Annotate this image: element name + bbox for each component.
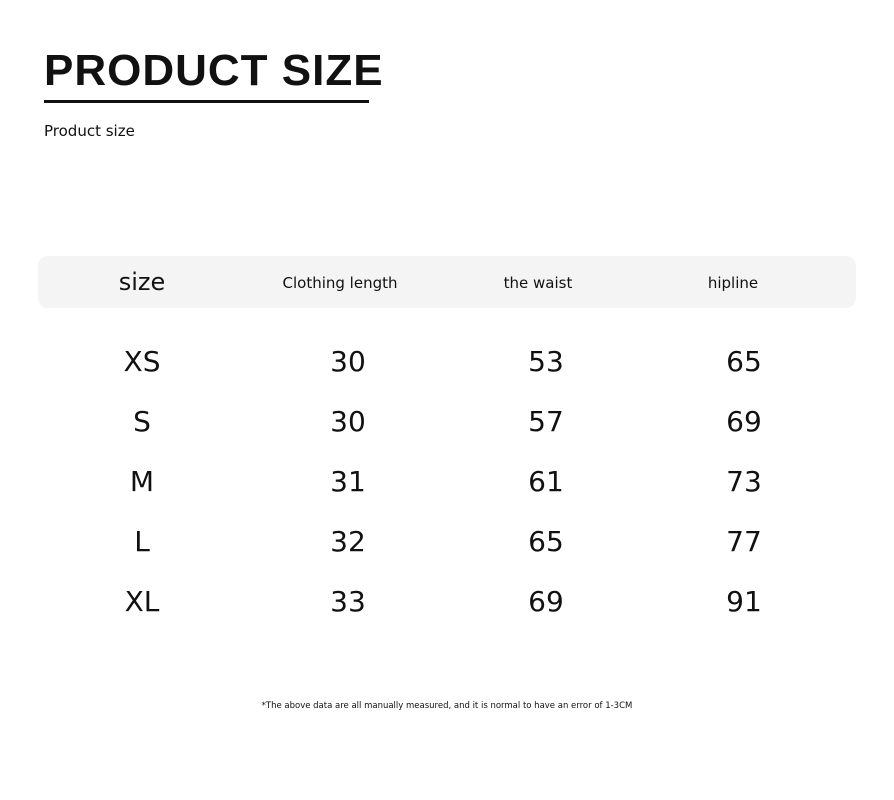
cell-size: M <box>129 465 155 498</box>
cell-hipline: 91 <box>726 585 762 618</box>
cell-size: XS <box>123 345 161 378</box>
header-waist: the waist <box>503 274 573 292</box>
cell-waist: 61 <box>528 465 564 498</box>
cell-waist: 65 <box>528 525 564 558</box>
cell-size: L <box>134 525 150 558</box>
cell-clothing-length: 33 <box>330 585 366 618</box>
table-row: L 32 65 77 <box>0 525 894 565</box>
cell-clothing-length: 30 <box>330 405 366 438</box>
header-clothing-length: Clothing length <box>282 274 398 292</box>
measurement-note: *The above data are all manually measure… <box>261 701 633 711</box>
cell-clothing-length: 31 <box>330 465 366 498</box>
cell-hipline: 65 <box>726 345 762 378</box>
title-underline <box>44 100 369 103</box>
cell-size: S <box>133 405 151 438</box>
table-header: size Clothing length the waist hipline <box>38 256 856 308</box>
table-row: S 30 57 69 <box>0 405 894 445</box>
cell-waist: 53 <box>528 345 564 378</box>
cell-clothing-length: 30 <box>330 345 366 378</box>
cell-hipline: 77 <box>726 525 762 558</box>
header-size: size <box>118 268 166 296</box>
table-row: M 31 61 73 <box>0 465 894 505</box>
page-title: PRODUCT SIZE <box>44 46 384 95</box>
subtitle: Product size <box>44 122 135 140</box>
cell-waist: 69 <box>528 585 564 618</box>
cell-clothing-length: 32 <box>330 525 366 558</box>
cell-waist: 57 <box>528 405 564 438</box>
header-hipline: hipline <box>707 274 759 292</box>
cell-hipline: 73 <box>726 465 762 498</box>
table-row: XS 30 53 65 <box>0 345 894 385</box>
table-row: XL 33 69 91 <box>0 585 894 625</box>
cell-size: XL <box>124 585 160 618</box>
cell-hipline: 69 <box>726 405 762 438</box>
